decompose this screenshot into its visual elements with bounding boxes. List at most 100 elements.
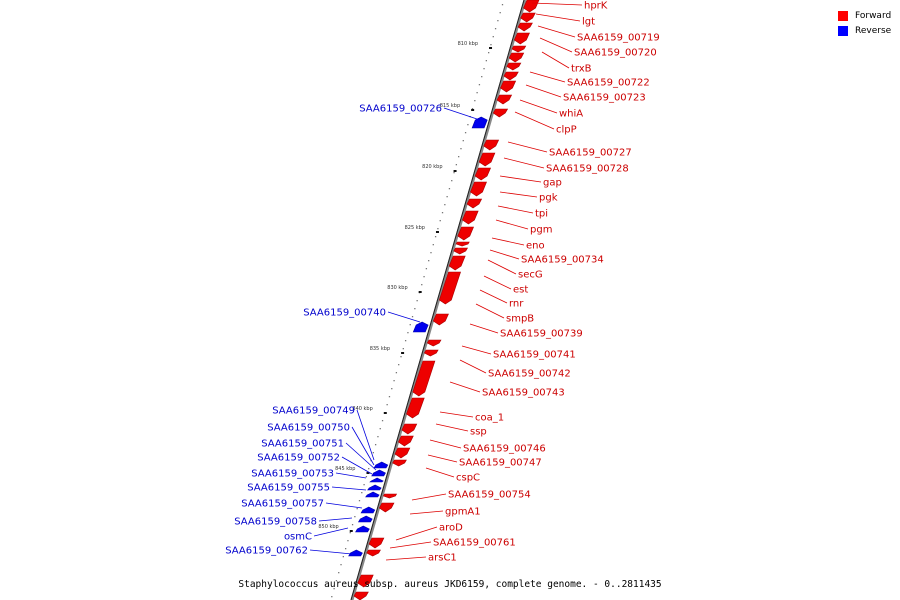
legend-reverse: Reverse [838, 23, 891, 38]
scale-tick-label: 815 kbp [440, 103, 460, 109]
scale-dot [423, 276, 425, 278]
reverse-gene-label: SAA6159_00753 [251, 469, 334, 480]
scale-dot [354, 516, 356, 518]
forward-gene-label: arsC1 [428, 553, 457, 564]
scale-tick-label: 845 kbp [335, 466, 355, 472]
reverse-gene-block [367, 484, 382, 491]
scale-dot [428, 260, 430, 262]
scale-dot [446, 196, 448, 198]
forward-label-leader [519, 99, 558, 114]
reverse-gene-block [371, 469, 386, 477]
forward-gene-label: tpi [535, 209, 548, 220]
forward-gene-label: pgk [539, 193, 558, 204]
forward-gene-block [500, 80, 517, 93]
scale-dot [374, 444, 377, 446]
scale-tick [489, 47, 493, 49]
reverse-gene-label: SAA6159_00751 [261, 439, 344, 450]
scale-dot [351, 524, 354, 526]
scale-dot [437, 228, 439, 230]
forward-gene-label: gap [543, 178, 562, 189]
forward-gene-block [412, 360, 436, 397]
forward-label-leader [449, 381, 481, 393]
forward-gene-label: SAA6159_00722 [567, 78, 650, 89]
scale-dot [439, 220, 441, 222]
scale-dot [381, 420, 384, 422]
forward-gene-block [353, 591, 369, 600]
scale-dot [331, 596, 333, 598]
forward-gene-block [517, 22, 533, 32]
forward-label-leader [425, 467, 455, 478]
scale-dot [363, 484, 365, 486]
scale-dot [444, 204, 446, 206]
forward-gene-block [455, 241, 470, 247]
scale-dot [460, 148, 462, 150]
forward-gene-block [511, 45, 527, 53]
scale-dot [386, 404, 388, 406]
reverse-gene-label: SAA6159_00757 [241, 499, 324, 510]
forward-gene-block [366, 549, 381, 557]
forward-gene-label: ssp [470, 427, 487, 438]
forward-gene-label: SAA6159_00734 [521, 255, 604, 266]
scale-tick-label: 850 kbp [318, 524, 338, 530]
scale-dot [361, 492, 363, 494]
gene-labels: hprK lgt SAA6159_00719 SAA6159_00720 trxB SAA… [225, 1, 660, 564]
scale-dot [388, 396, 391, 398]
scale-tick-label: 820 kbp [422, 164, 442, 170]
forward-label-leader [459, 359, 487, 374]
forward-label-leader [514, 111, 555, 130]
scale-dot [501, 4, 504, 6]
forward-gene-block [513, 32, 530, 45]
scale-dot [458, 156, 460, 158]
backbone-line [350, 0, 527, 600]
forward-label-leader [411, 493, 447, 501]
forward-gene-block [470, 181, 487, 197]
forward-label-leader [499, 175, 542, 183]
scale-dot [344, 548, 347, 550]
scale-dot [421, 284, 423, 286]
forward-gene-label: SAA6159_00761 [433, 538, 516, 549]
legend-forward-label: Forward [855, 10, 892, 21]
reverse-gene-block [412, 321, 429, 333]
scale-dot [338, 572, 340, 574]
reverse-label-leader [345, 442, 377, 471]
forward-gene-label: SAA6159_00739 [500, 329, 583, 340]
scale-dot [464, 132, 467, 134]
reverse-gene-label: SAA6159_00749 [272, 406, 355, 417]
scale-dot [404, 340, 407, 342]
scale-dot [448, 188, 451, 190]
scale-tick-label: 835 kbp [370, 346, 390, 352]
reverse-label-leader [318, 517, 353, 522]
scale-dot [356, 508, 358, 510]
reverse-label-leader [356, 409, 375, 461]
forward-gene-block [462, 210, 479, 225]
forward-gene-label: gpmA1 [445, 507, 481, 518]
forward-gene-block [401, 423, 418, 435]
scale-dot [333, 588, 335, 590]
scale-dot [476, 92, 478, 94]
scale-dot [497, 20, 499, 22]
forward-label-leader [435, 423, 469, 432]
forward-label-leader [535, 13, 581, 22]
scale-dot [407, 332, 409, 334]
scale-dot [370, 460, 372, 462]
forward-label-leader [529, 71, 566, 83]
forward-label-leader [531, 2, 583, 6]
scale-dot [492, 36, 494, 38]
forward-gene-label: coa_1 [475, 413, 504, 424]
reverse-gene-label: SAA6159_00755 [247, 483, 330, 494]
forward-label-leader [395, 526, 438, 541]
forward-gene-block [457, 226, 474, 241]
scale-dot [432, 244, 434, 246]
scale-dot [379, 428, 381, 430]
scale-dot [455, 164, 458, 166]
reverse-gene-block [357, 515, 373, 523]
forward-label-leader [491, 237, 525, 246]
forward-gene-label: SAA6159_00720 [574, 48, 657, 59]
scale-dot [474, 100, 476, 102]
gene-features [348, 0, 540, 600]
forward-gene-block [378, 502, 395, 513]
forward-gene-label: SAA6159_00743 [482, 388, 565, 399]
forward-gene-label: trxB [571, 64, 592, 75]
scale-dot [342, 556, 344, 558]
forward-gene-label: SAA6159_00741 [493, 350, 576, 361]
